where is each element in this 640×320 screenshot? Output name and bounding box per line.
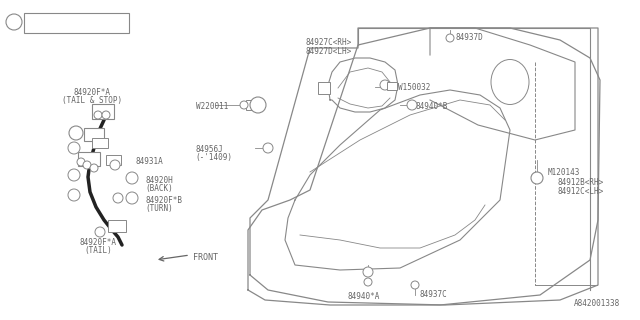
- FancyBboxPatch shape: [92, 138, 108, 148]
- FancyBboxPatch shape: [106, 155, 121, 165]
- Circle shape: [250, 97, 266, 113]
- Text: 84956J: 84956J: [195, 145, 223, 154]
- Circle shape: [95, 227, 105, 237]
- FancyBboxPatch shape: [24, 13, 129, 33]
- Circle shape: [126, 172, 138, 184]
- Text: W220013('16.04- ): W220013('16.04- ): [27, 24, 99, 30]
- Circle shape: [446, 34, 454, 42]
- Text: 84920F*A: 84920F*A: [74, 88, 111, 97]
- Text: (TAIL & STOP): (TAIL & STOP): [62, 96, 122, 105]
- Text: 1: 1: [256, 100, 260, 109]
- FancyBboxPatch shape: [387, 82, 397, 90]
- Circle shape: [69, 126, 83, 140]
- FancyBboxPatch shape: [92, 104, 114, 119]
- Text: 84912C<LH>: 84912C<LH>: [558, 187, 604, 196]
- FancyBboxPatch shape: [78, 152, 100, 166]
- Text: 84940*B: 84940*B: [415, 102, 447, 111]
- Text: (BACK): (BACK): [145, 184, 173, 193]
- Text: W150032: W150032: [398, 83, 430, 92]
- Circle shape: [126, 192, 138, 204]
- Text: 84920H: 84920H: [145, 176, 173, 185]
- Circle shape: [94, 111, 102, 119]
- Circle shape: [364, 278, 372, 286]
- Circle shape: [77, 158, 85, 166]
- Text: 84937D: 84937D: [456, 33, 484, 42]
- Text: 84940*A: 84940*A: [348, 292, 380, 301]
- FancyBboxPatch shape: [246, 100, 258, 110]
- Circle shape: [102, 111, 110, 119]
- Circle shape: [113, 193, 123, 203]
- Text: 84927D<LH>: 84927D<LH>: [305, 47, 351, 56]
- Circle shape: [363, 267, 373, 277]
- Text: A842001338: A842001338: [573, 299, 620, 308]
- Text: 84931A: 84931A: [135, 157, 163, 166]
- Circle shape: [6, 14, 22, 30]
- Text: W220004(-'16.04): W220004(-'16.04): [27, 15, 95, 21]
- Circle shape: [68, 169, 80, 181]
- FancyBboxPatch shape: [108, 220, 126, 232]
- Circle shape: [531, 172, 543, 184]
- Circle shape: [90, 164, 98, 172]
- Circle shape: [380, 80, 390, 90]
- Circle shape: [68, 142, 80, 154]
- Circle shape: [411, 281, 419, 289]
- Text: 84927C<RH>: 84927C<RH>: [305, 38, 351, 47]
- Text: FRONT: FRONT: [193, 253, 218, 262]
- Text: (TURN): (TURN): [145, 204, 173, 213]
- Circle shape: [68, 189, 80, 201]
- Text: 84920F*B: 84920F*B: [145, 196, 182, 205]
- Circle shape: [263, 143, 273, 153]
- Text: 84920F*A: 84920F*A: [79, 238, 116, 247]
- Text: W220011: W220011: [196, 102, 228, 111]
- FancyBboxPatch shape: [84, 128, 104, 141]
- Text: 84937C: 84937C: [420, 290, 448, 299]
- Text: (TAIL): (TAIL): [84, 246, 112, 255]
- Text: 1: 1: [12, 18, 16, 27]
- Circle shape: [83, 161, 91, 169]
- Circle shape: [407, 100, 417, 110]
- Circle shape: [110, 160, 120, 170]
- Text: (-'1409): (-'1409): [195, 153, 232, 162]
- FancyBboxPatch shape: [318, 82, 330, 94]
- Text: M120143: M120143: [548, 168, 580, 177]
- Text: 84912B<RH>: 84912B<RH>: [558, 178, 604, 187]
- Circle shape: [240, 101, 248, 109]
